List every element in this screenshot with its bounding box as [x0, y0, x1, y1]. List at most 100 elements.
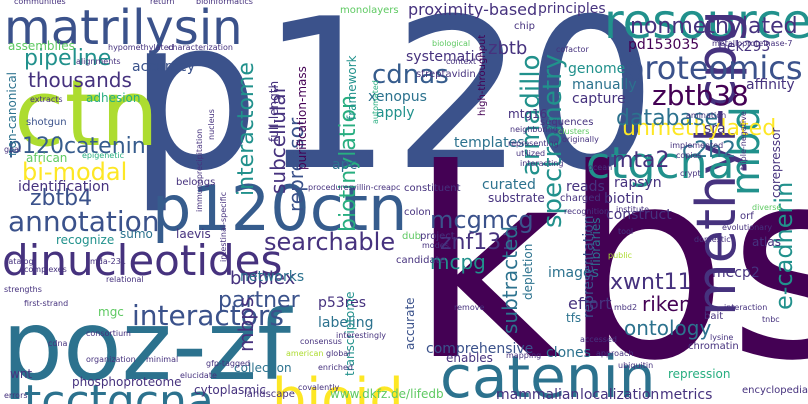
word-kbs: kbs — [410, 113, 808, 404]
word-mta2: mta2 — [612, 148, 670, 173]
word-templates: templates — [454, 135, 525, 151]
word-ctn: ctn — [14, 60, 159, 167]
word-context: context — [446, 57, 477, 66]
word-immunoprecipitation: immunoprecipitation — [195, 128, 204, 212]
word-framework: framework — [345, 55, 359, 120]
word-sra: sra — [704, 121, 726, 137]
word-high-throughput: high-throughput — [477, 34, 488, 116]
word-partner: partner — [218, 288, 300, 313]
word-belongs: belongs — [176, 177, 216, 188]
word-villin-creapc: villin-creapc — [352, 183, 401, 192]
word-accurate: accurate — [403, 297, 417, 350]
word-xenopus: xenopus — [368, 89, 427, 105]
word-hypomethylated: hypomethylated — [108, 43, 174, 52]
word-full-length: full-length — [267, 80, 281, 142]
word-domestic: domestic — [694, 235, 731, 244]
word-corepressor: corepressor — [769, 127, 783, 198]
word-global: global — [326, 349, 351, 358]
word-effort: effort — [568, 294, 612, 313]
word-bioid: bioid — [272, 367, 404, 404]
word-crypt: crypt — [680, 169, 701, 178]
word-enriched: enriched — [318, 363, 353, 372]
word-gfp-tagged: gfp-tagged — [206, 359, 251, 368]
word-tfs: tfs — [566, 311, 582, 325]
word-procedures: procedures — [308, 183, 353, 192]
word-representation: representation — [581, 215, 597, 318]
word-localization: localization — [580, 387, 660, 403]
word-streptavidin: streptavidin — [416, 69, 476, 80]
word-goal: goal — [4, 145, 22, 154]
word-interestingly: interestingly — [336, 331, 387, 340]
word-triple-negative: triple-negative — [739, 111, 748, 170]
word-return: return — [150, 0, 175, 6]
word-cofactor: cofactor — [556, 45, 589, 54]
word-znf131: znf131 — [440, 230, 516, 255]
word-repression: repression — [668, 367, 731, 381]
word-institute: institute — [616, 205, 650, 214]
word-african: african — [26, 151, 68, 165]
word-collection: collection — [234, 361, 292, 375]
word-matrilysin: matrilysin — [4, 0, 243, 56]
word-principles: principles — [538, 1, 606, 17]
word-automated: automated — [371, 80, 380, 124]
word-mda-231: mda-231 — [90, 257, 126, 266]
word-lysine: lysine — [710, 333, 734, 342]
word-neighboring: neighboring — [510, 125, 558, 134]
word-mapping: mapping — [506, 351, 542, 360]
word-curated: curated — [482, 177, 536, 193]
word-ocean: ocean — [588, 163, 613, 172]
word-ontology: ontology — [624, 316, 712, 340]
word-catenin: catenin — [440, 343, 656, 404]
word-adhesion: adhesion — [86, 91, 141, 105]
word-colon: colon — [404, 207, 431, 218]
word-depletion: depletion — [521, 243, 535, 300]
word-labeling: labeling — [318, 315, 374, 331]
word-chromatin: chromatin — [688, 341, 739, 352]
word-manually: manually — [572, 77, 637, 93]
word-metrics: metrics — [660, 387, 713, 403]
word-errors: errors — [4, 391, 28, 400]
word-charged: charged — [560, 193, 601, 204]
word-clusters: clusters — [558, 127, 590, 136]
word-american: american — [286, 349, 324, 358]
word-landscape: landscape — [244, 389, 295, 400]
word-biotin: biotin — [604, 191, 644, 207]
word-url: www.dkfz.de/lifedb — [330, 387, 444, 401]
word-affinity: affinity — [746, 77, 795, 93]
word-recognition: recognition — [564, 207, 610, 216]
word-characterization: characterization — [168, 43, 233, 52]
word-recognize: recognize — [56, 233, 115, 247]
word-assemblies: assemblies — [8, 39, 75, 53]
word-mecp2: mecp2 — [712, 265, 760, 281]
word-wnt: wnt — [10, 367, 33, 381]
word-utilized: utilized — [516, 149, 546, 158]
word-diverse: diverse — [752, 203, 782, 212]
word-mcpg: mcpg — [430, 250, 486, 274]
word-hek293: hek293 — [718, 39, 771, 55]
word-interactors: interactors — [132, 299, 285, 332]
word-tnbc: tnbc — [762, 315, 780, 324]
word-implemented: implemented — [670, 141, 724, 150]
word-construct: construct — [606, 207, 672, 223]
word-clones: clones — [546, 345, 591, 361]
word-cdna: cdna — [48, 339, 68, 348]
word-unmethylated: unmethylated — [622, 116, 777, 141]
word-database: database — [616, 106, 718, 131]
word-networks: networks — [240, 269, 305, 285]
word-p120: p120 — [128, 0, 658, 217]
word-mgc: mgc — [98, 305, 124, 319]
word-dinucleotides: dinucleotides — [2, 236, 283, 285]
word-mtg16: mtg16 — [508, 107, 548, 121]
word-consensus: consensus — [300, 337, 342, 346]
word-phosphoproteome: phosphoproteome — [72, 375, 182, 389]
word-ubiquitin: ubiquitin — [618, 361, 654, 370]
word-thousands: thousands — [28, 68, 132, 92]
word-bait: bait — [704, 311, 724, 322]
word-mbps: mbps — [234, 296, 258, 352]
word-capture: capture — [572, 91, 626, 107]
word-mbd2: mbd2 — [614, 303, 638, 312]
word-bioinformatics: bioinformatics — [196, 0, 253, 6]
word-resource: resource — [604, 0, 808, 50]
word-cdnas: cdnas — [372, 60, 449, 90]
word-amination: amination — [686, 111, 727, 120]
